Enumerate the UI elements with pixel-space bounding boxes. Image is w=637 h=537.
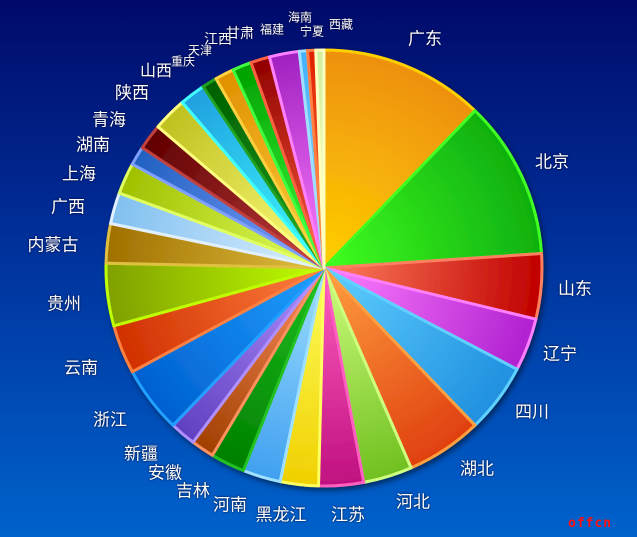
slice-label: 天津: [187, 43, 213, 58]
slice-label: 贵州: [47, 294, 81, 315]
watermark-logo: offcn: [568, 516, 613, 531]
slice-label: 黑龙江: [255, 505, 307, 526]
slice-label: 内蒙古: [27, 235, 79, 256]
slice-label: 湖北: [460, 459, 494, 480]
slice-label: 吉林: [176, 481, 210, 502]
slice-label: 广东: [408, 29, 442, 50]
slice-label: 重庆: [170, 54, 196, 69]
slice-label: 山西: [139, 61, 173, 80]
slice-label: 云南: [64, 358, 98, 379]
pie-slice-30: [314, 48, 326, 270]
slice-label: 辽宁: [543, 344, 577, 365]
slice-label: 青海: [92, 110, 126, 131]
slice-label: 上海: [62, 164, 96, 185]
slice-label: 广西: [51, 197, 85, 218]
pie-slice-1: [322, 109, 544, 270]
slice-label: 江苏: [331, 505, 365, 526]
slice-label: 浙江: [93, 410, 127, 431]
slice-label: 四川: [515, 402, 549, 423]
slice-label: 宁夏: [299, 24, 325, 39]
slice-label: 江西: [204, 32, 232, 48]
slice-label: 安徽: [148, 463, 182, 484]
slice-label: 西藏: [328, 17, 354, 32]
slice-label: 福建: [259, 22, 285, 37]
slice-label: 山东: [558, 279, 592, 300]
slice-label: 河南: [213, 495, 247, 516]
slice-label: 北京: [535, 152, 569, 173]
pie-slice-0: [322, 48, 477, 270]
slice-label: 陕西: [115, 83, 149, 104]
slice-label: 河北: [396, 492, 430, 513]
slice-label: 新疆: [124, 444, 158, 465]
slice-label: 湖南: [76, 135, 110, 156]
slice-label: 甘肃: [226, 26, 254, 42]
slice-label: 海南: [287, 10, 313, 25]
